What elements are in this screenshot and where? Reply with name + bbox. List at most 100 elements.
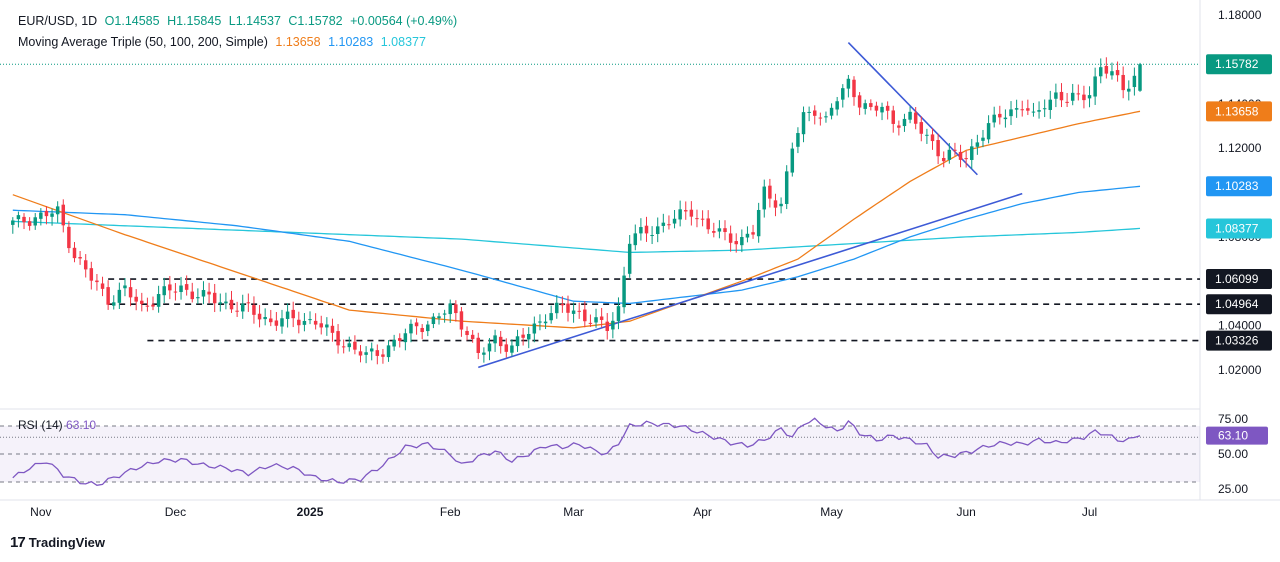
candle-body: [712, 231, 716, 233]
candle-body: [212, 292, 217, 304]
time-tick-label: Nov: [30, 505, 51, 519]
rsi-value-tag: [1206, 426, 1268, 445]
candle-body: [218, 302, 223, 304]
high-value: H1.15845: [167, 14, 222, 28]
ma100-line: [12, 185, 1141, 305]
candle-body: [39, 212, 43, 219]
time-tick-label: Jul: [1082, 505, 1097, 519]
candle-body: [717, 228, 722, 232]
candle-body: [33, 217, 37, 226]
candle-body: [375, 350, 380, 356]
candle-body: [196, 297, 200, 299]
time-tick-label: 2025: [297, 505, 324, 519]
rsi-header: RSI (14) 63.10: [18, 418, 96, 432]
candle-body: [560, 304, 565, 306]
candle-body: [364, 352, 368, 355]
candle-body: [22, 216, 26, 223]
candle-body: [145, 305, 150, 307]
candle-body: [734, 241, 738, 245]
price-tag: [1206, 294, 1272, 315]
price-tag-label: 1.04964: [1215, 297, 1259, 311]
candle-body: [588, 322, 593, 324]
ma100-value: 1.10283: [328, 35, 374, 49]
candle-body: [549, 313, 553, 321]
price-tick-label: 1.02000: [1218, 363, 1262, 377]
candle-body: [986, 123, 991, 140]
candle-body: [975, 142, 980, 147]
candle-body: [168, 284, 172, 291]
candle-body: [869, 103, 873, 107]
candle-body: [487, 343, 492, 352]
candle-body: [308, 319, 312, 321]
candle-body: [841, 88, 845, 100]
rsi-value: 63.10: [66, 418, 97, 432]
candle-body: [1020, 109, 1024, 111]
candle-body: [740, 237, 744, 246]
candle-body: [95, 280, 99, 283]
candle-body: [891, 110, 895, 124]
candle-body: [269, 318, 273, 323]
candle-body: [521, 334, 525, 338]
candle-body: [1093, 76, 1097, 97]
moving-averages: [12, 110, 1141, 329]
candle-body: [599, 316, 604, 320]
candle-body: [801, 112, 806, 135]
candle-body: [835, 101, 839, 110]
candle-body: [123, 285, 127, 289]
candle-body: [936, 140, 940, 157]
ma50-line: [12, 110, 1141, 329]
candle-body: [992, 114, 996, 123]
candle-body: [667, 224, 671, 226]
brand-name: TradingView: [28, 535, 106, 550]
candle-body: [515, 336, 520, 347]
candle-body: [16, 215, 21, 220]
candle-body: [184, 284, 189, 290]
open-value: O1.14585: [104, 14, 160, 28]
candle-body: [128, 287, 133, 298]
candle-body: [190, 291, 194, 300]
candle-body: [409, 323, 413, 334]
candle-body: [353, 341, 357, 350]
candle-body: [235, 310, 239, 312]
candle-body: [930, 134, 935, 142]
candle-body: [706, 218, 710, 230]
candle-body: [874, 105, 879, 111]
time-tick-label: May: [820, 505, 843, 519]
candle-body: [818, 117, 823, 119]
candle-body: [162, 286, 166, 296]
price-tag: [1206, 330, 1272, 351]
tradingview-icon: 17: [10, 534, 26, 551]
candle-body: [532, 323, 537, 334]
candle-body: [1099, 67, 1103, 77]
candle-body: [398, 338, 402, 341]
candle-body: [1026, 108, 1030, 111]
candle-body: [616, 306, 621, 322]
candlesticks: [11, 57, 1142, 365]
candle-body: [857, 95, 862, 108]
tradingview-logo[interactable]: 17 TradingView: [10, 534, 105, 551]
candle-body: [1104, 65, 1109, 74]
candle-body: [454, 304, 458, 314]
candle-body: [476, 337, 481, 353]
rsi-tick-label: 75.00: [1218, 412, 1248, 426]
candle-body: [644, 225, 649, 234]
candle-body: [61, 204, 66, 226]
grid-lines: [0, 0, 1280, 501]
candle-body: [846, 78, 851, 89]
candle-body: [964, 158, 968, 160]
candle-body: [689, 209, 694, 217]
time-tick-label: Mar: [563, 505, 584, 519]
ma50-value: 1.13658: [275, 35, 321, 49]
candle-body: [229, 299, 234, 310]
candle-body: [459, 311, 464, 330]
candle-body: [728, 233, 733, 243]
candle-body: [1037, 110, 1041, 112]
candle-body: [913, 112, 918, 124]
candle-body: [526, 333, 531, 340]
candle-body: [55, 206, 60, 215]
candle-body: [1110, 71, 1114, 76]
candle-body: [723, 228, 727, 233]
candle-body: [678, 209, 682, 220]
candle-body: [448, 303, 452, 315]
